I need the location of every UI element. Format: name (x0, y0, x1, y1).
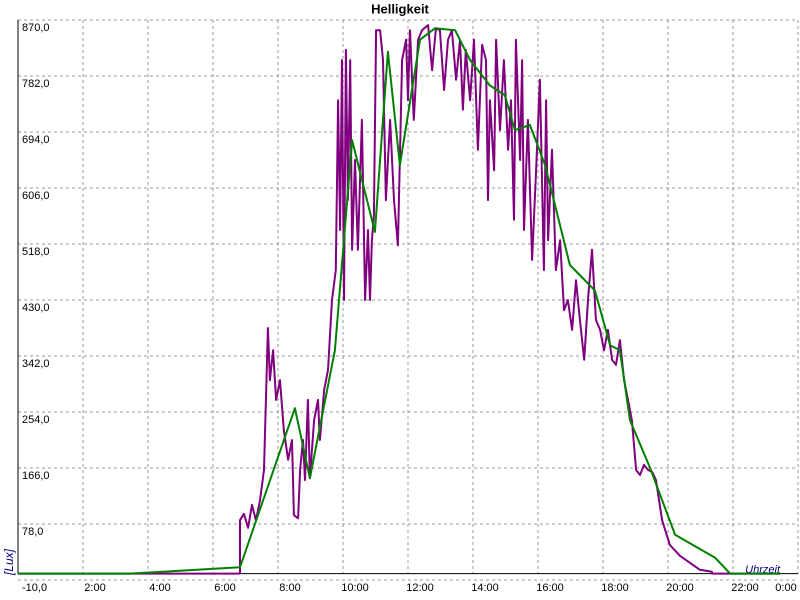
x-tick-label: 0:00 (775, 582, 796, 594)
y-tick-label: 694,0 (22, 134, 50, 146)
y-tick-label: 430,0 (22, 302, 50, 314)
x-tick-label: 16:00 (536, 582, 564, 594)
y-tick-label: 254,0 (22, 414, 50, 426)
data-line (18, 24, 781, 575)
y-tick-label: 606,0 (22, 190, 50, 202)
x-tick-label: 14:00 (471, 582, 499, 594)
y-axis-label: [Lux] (2, 548, 16, 576)
y-tick-label: 78,0 (22, 526, 43, 538)
x-tick-label: 8:00 (279, 582, 300, 594)
x-tick-label: 12:00 (406, 582, 434, 594)
x-tick-label: 22:00 (731, 582, 759, 594)
chart-title: Helligkeit (371, 1, 429, 16)
x-tick-label: 4:00 (149, 582, 170, 594)
x-tick-label: 2:00 (84, 582, 105, 594)
y-tick-label: 166,0 (22, 470, 50, 482)
y-tick-label: 518,0 (22, 246, 50, 258)
x-tick-label: 10:00 (341, 582, 369, 594)
x-tick-label: 18:00 (601, 582, 629, 594)
y-tick-label: 782,0 (22, 78, 50, 90)
x-tick-label: 20:00 (666, 582, 694, 594)
y-tick-label: 342,0 (22, 358, 50, 370)
y-tick-label: -10,0 (22, 582, 47, 594)
data-line (18, 27, 781, 575)
x-tick-label: 6:00 (214, 582, 235, 594)
y-tick-label: 870,0 (22, 22, 50, 34)
